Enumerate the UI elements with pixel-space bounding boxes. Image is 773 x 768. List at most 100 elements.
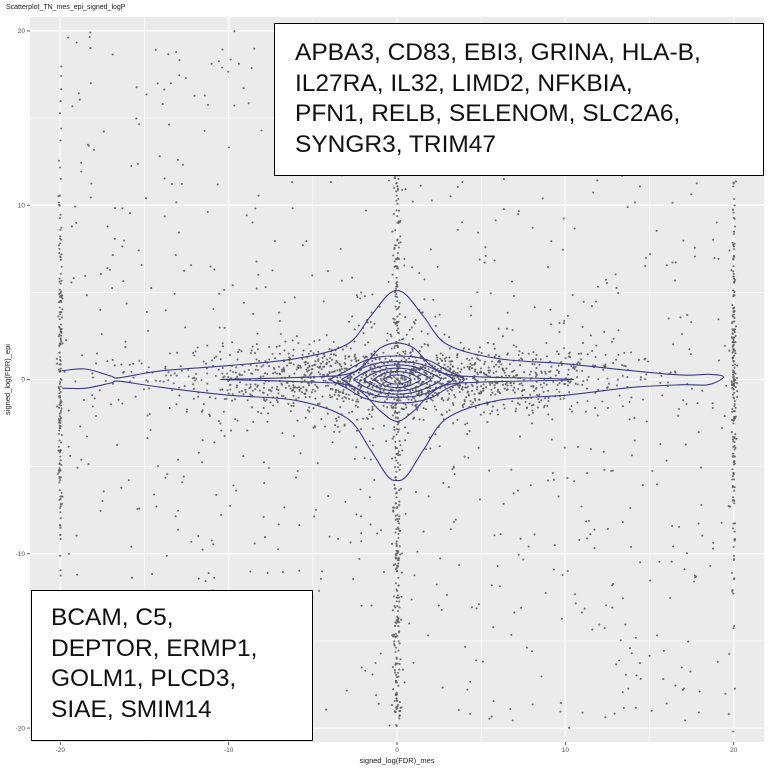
data-point bbox=[334, 391, 337, 394]
data-point bbox=[397, 527, 400, 531]
data-point bbox=[510, 384, 513, 387]
data-point bbox=[409, 371, 412, 374]
data-point bbox=[88, 35, 91, 39]
data-point bbox=[477, 350, 480, 353]
data-point bbox=[178, 394, 181, 397]
data-point bbox=[409, 351, 412, 354]
data-point bbox=[709, 564, 712, 567]
data-point bbox=[292, 384, 295, 387]
data-point bbox=[732, 181, 735, 184]
data-point bbox=[218, 292, 221, 295]
data-point bbox=[733, 538, 737, 541]
data-point bbox=[487, 353, 490, 357]
data-point bbox=[449, 195, 452, 198]
data-point bbox=[163, 88, 166, 91]
data-point bbox=[533, 306, 536, 309]
data-point bbox=[716, 660, 719, 663]
data-point bbox=[494, 393, 497, 396]
data-point bbox=[606, 406, 609, 409]
data-point bbox=[60, 294, 63, 297]
data-point bbox=[310, 379, 313, 382]
data-point bbox=[390, 703, 394, 707]
data-point bbox=[490, 715, 493, 718]
data-point bbox=[436, 367, 439, 370]
data-point bbox=[369, 380, 372, 383]
data-point bbox=[395, 459, 398, 462]
data-point bbox=[59, 450, 62, 453]
data-point bbox=[733, 403, 736, 406]
data-point bbox=[733, 363, 737, 366]
data-point bbox=[55, 362, 58, 365]
data-point bbox=[410, 598, 413, 601]
data-point bbox=[148, 412, 151, 416]
data-point bbox=[732, 185, 735, 188]
data-point bbox=[145, 379, 148, 382]
data-point bbox=[596, 414, 599, 417]
data-point bbox=[730, 380, 733, 383]
data-point bbox=[80, 170, 83, 173]
data-point bbox=[457, 708, 460, 712]
data-point bbox=[458, 563, 461, 567]
data-point bbox=[732, 315, 735, 319]
data-point bbox=[473, 363, 476, 366]
data-point bbox=[393, 265, 396, 268]
data-point bbox=[57, 368, 60, 371]
data-point bbox=[484, 360, 487, 363]
data-point bbox=[634, 706, 637, 709]
data-point bbox=[674, 279, 677, 282]
data-point bbox=[399, 706, 402, 709]
data-point bbox=[424, 393, 428, 396]
data-point bbox=[466, 385, 469, 388]
data-point bbox=[360, 532, 363, 535]
data-point bbox=[532, 351, 535, 354]
data-point bbox=[395, 549, 398, 552]
data-point bbox=[106, 267, 109, 270]
data-point bbox=[468, 359, 471, 362]
data-point bbox=[464, 423, 467, 426]
data-point bbox=[309, 372, 313, 375]
data-point bbox=[405, 406, 408, 409]
data-point bbox=[732, 307, 735, 310]
data-point bbox=[223, 288, 226, 291]
data-point bbox=[586, 378, 589, 381]
data-point bbox=[166, 472, 169, 476]
data-point bbox=[467, 456, 470, 459]
data-point bbox=[59, 381, 62, 384]
data-point bbox=[394, 582, 397, 585]
data-point bbox=[732, 254, 736, 257]
data-point bbox=[522, 378, 525, 381]
data-point bbox=[364, 343, 367, 346]
data-point bbox=[59, 235, 62, 238]
data-point bbox=[731, 356, 734, 359]
data-point bbox=[356, 295, 359, 299]
data-point bbox=[733, 455, 736, 458]
data-point bbox=[528, 413, 531, 417]
data-point bbox=[689, 353, 693, 356]
data-point bbox=[573, 227, 576, 230]
data-point bbox=[340, 367, 343, 371]
data-point bbox=[616, 378, 619, 381]
data-point bbox=[59, 399, 62, 402]
data-point bbox=[485, 374, 488, 377]
data-point bbox=[444, 386, 447, 389]
data-point bbox=[511, 400, 514, 403]
data-point bbox=[398, 500, 401, 503]
data-point bbox=[276, 401, 279, 404]
data-point bbox=[441, 413, 444, 417]
data-point bbox=[187, 368, 190, 371]
data-point bbox=[537, 397, 540, 401]
data-point bbox=[335, 359, 338, 362]
data-point bbox=[256, 385, 259, 388]
data-point bbox=[531, 409, 534, 412]
data-point bbox=[732, 272, 735, 275]
data-point bbox=[412, 661, 415, 664]
data-point bbox=[665, 459, 668, 462]
data-point bbox=[543, 404, 546, 407]
data-point bbox=[733, 462, 736, 465]
data-point bbox=[184, 76, 187, 80]
data-point bbox=[249, 351, 252, 355]
data-point bbox=[397, 631, 400, 634]
data-point bbox=[229, 383, 232, 386]
data-point bbox=[367, 408, 370, 411]
data-point bbox=[326, 412, 329, 415]
